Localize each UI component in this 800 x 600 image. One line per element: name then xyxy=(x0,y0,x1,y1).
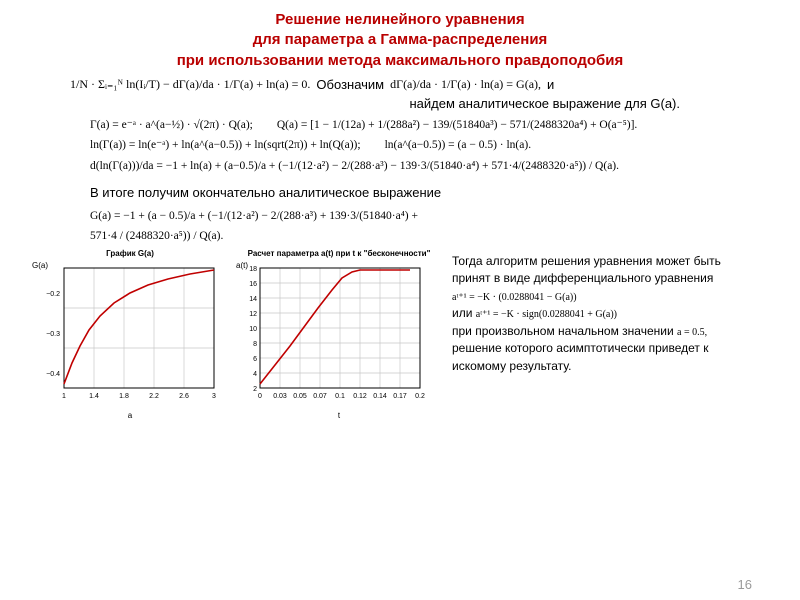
svg-text:8: 8 xyxy=(253,341,257,348)
bottom-row: График G(a) G(a) xyxy=(30,249,770,420)
line-find-expression: найдем аналитическое выражение для G(a). xyxy=(30,96,770,111)
chart-1-ylabel: G(a) xyxy=(32,261,48,270)
svg-text:18: 18 xyxy=(249,266,257,273)
chart-2-ylabel: a(t) xyxy=(236,261,248,270)
eq-gamma-1r: Q(a) = [1 − 1/(12a) + 1/(288a²) − 139/(5… xyxy=(277,115,637,136)
alg-p2a: при произвольном начальном значении xyxy=(452,324,674,338)
svg-text:0: 0 xyxy=(258,393,262,400)
svg-text:2.2: 2.2 xyxy=(149,393,159,400)
chart-1-title: График G(a) xyxy=(30,249,230,258)
svg-text:4: 4 xyxy=(253,371,257,378)
svg-text:−0.3: −0.3 xyxy=(46,331,60,338)
title-line-1: Решение нелинейного уравнения xyxy=(275,11,524,28)
chart-1: График G(a) G(a) xyxy=(30,249,230,420)
svg-text:1: 1 xyxy=(62,393,66,400)
charts-container: График G(a) G(a) xyxy=(30,249,444,420)
svg-text:0.05: 0.05 xyxy=(293,393,307,400)
main-equation-right: dΓ(a)/da · 1/Γ(a) · ln(a) = G(a), xyxy=(390,77,541,92)
svg-text:−0.2: −0.2 xyxy=(46,291,60,298)
eq-gamma-1l: Γ(a) = e⁻ᵃ · a^(a−½) · √(2π) · Q(a); xyxy=(90,115,253,136)
title-line-3: при использовании метода максимального п… xyxy=(177,52,624,69)
label-and: и xyxy=(547,77,554,92)
alg-eq1: aᵗ⁺¹ = −K · (0.0288041 − G(a)) xyxy=(452,292,577,303)
svg-text:0.14: 0.14 xyxy=(373,393,387,400)
alg-eq3: a = 0.5, xyxy=(677,327,707,338)
svg-text:1.4: 1.4 xyxy=(89,393,99,400)
alg-p1: Тогда алгоритм решения уравнения может б… xyxy=(452,254,721,285)
chart-2-xlabel: t xyxy=(234,411,444,420)
svg-text:0.12: 0.12 xyxy=(353,393,367,400)
slide-title: Решение нелинейного уравнения для параме… xyxy=(30,10,770,71)
svg-text:2.6: 2.6 xyxy=(179,393,189,400)
chart-2-title: Расчет параметра a(t) при t к "бесконечн… xyxy=(234,249,444,258)
para-final-expression: В итоге получим окончательно аналитическ… xyxy=(90,185,650,202)
svg-text:0.07: 0.07 xyxy=(313,393,327,400)
chart-1-svg: −0.2 −0.3 −0.4 1 1.4 1.8 2.2 2.6 3 xyxy=(30,258,230,408)
chart-2-svg: 18 16 14 12 10 8 6 4 2 0 0.03 0.05 0.07 xyxy=(234,258,444,408)
svg-text:−0.4: −0.4 xyxy=(46,371,60,378)
chart-1-xlabel: a xyxy=(30,411,230,420)
find-text: найдем аналитическое выражение для G(a). xyxy=(410,96,681,111)
derivation-block: Γ(a) = e⁻ᵃ · a^(a−½) · √(2π) · Q(a); Q(a… xyxy=(90,115,770,177)
eq-G-line1: G(a) = −1 + (a − 0.5)/a + (−1/(12·a²) − … xyxy=(90,206,770,227)
svg-text:10: 10 xyxy=(249,326,257,333)
svg-text:16: 16 xyxy=(249,281,257,288)
svg-text:0.03: 0.03 xyxy=(273,393,287,400)
main-equation-left: 1/N · Σᵢ₌₁ᴺ ln(Iᵢ/T) − dΓ(a)/da · 1/Γ(a)… xyxy=(70,77,310,92)
label-denote: Обозначим xyxy=(316,77,384,92)
equation-row-1: 1/N · Σᵢ₌₁ᴺ ln(Iᵢ/T) − dΓ(a)/da · 1/Γ(a)… xyxy=(70,77,770,92)
svg-text:14: 14 xyxy=(249,296,257,303)
page-number: 16 xyxy=(738,577,752,592)
eq-gamma-2l: ln(Γ(a)) = ln(e⁻ᵃ) + ln(a^(a−0.5)) + ln(… xyxy=(90,135,361,156)
final-G-expression: G(a) = −1 + (a − 0.5)/a + (−1/(12·a²) − … xyxy=(90,206,770,247)
algorithm-text: Тогда алгоритм решения уравнения может б… xyxy=(452,249,770,420)
title-line-2: для параметра a Гамма-распределения xyxy=(253,31,548,48)
eq-G-line2: 571·4 / (2488320·a⁵)) / Q(a). xyxy=(90,226,770,247)
svg-text:6: 6 xyxy=(253,356,257,363)
chart-2: Расчет параметра a(t) при t к "бесконечн… xyxy=(234,249,444,420)
svg-text:0.1: 0.1 xyxy=(335,393,345,400)
eq-gamma-3: d(ln(Γ(a)))/da = −1 + ln(a) + (a−0.5)/a … xyxy=(90,156,770,177)
label-or: или xyxy=(452,306,472,320)
svg-text:3: 3 xyxy=(212,393,216,400)
alg-p2b: решение которого асимптотически приведет… xyxy=(452,341,708,372)
alg-eq2: aᵗ⁺¹ = −K · sign(0.0288041 + G(a)) xyxy=(476,309,617,320)
eq-gamma-2r: ln(a^(a−0.5)) = (a − 0.5) · ln(a). xyxy=(385,135,532,156)
svg-text:1.8: 1.8 xyxy=(119,393,129,400)
slide: Решение нелинейного уравнения для параме… xyxy=(0,0,800,600)
svg-text:0.2: 0.2 xyxy=(415,393,425,400)
svg-text:2: 2 xyxy=(253,386,257,393)
svg-text:12: 12 xyxy=(249,311,257,318)
svg-text:0.17: 0.17 xyxy=(393,393,407,400)
